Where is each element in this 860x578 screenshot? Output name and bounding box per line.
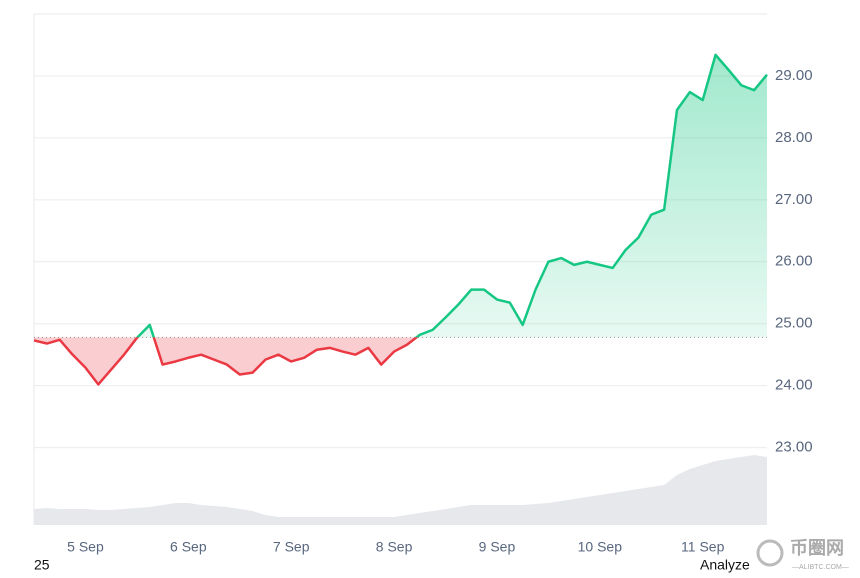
watermark-logo	[756, 539, 784, 567]
x-tick-label: 10 Sep	[578, 539, 623, 555]
y-tick-label: 29.00	[775, 67, 813, 84]
watermark: 币圈网	[790, 538, 844, 558]
y-tick-label: 24.00	[775, 377, 813, 394]
y-tick-label: 23.00	[775, 439, 813, 456]
x-tick-label: 5 Sep	[67, 539, 104, 555]
y-tick-label: 27.00	[775, 191, 813, 208]
area-down	[34, 337, 767, 385]
y-tick-label: 25.00	[775, 315, 813, 332]
x-tick-label: 8 Sep	[376, 539, 413, 555]
watermark-sub: —ALIBTC.COM—	[792, 564, 849, 571]
price-line-up	[135, 53, 768, 338]
x-tick-label: 11 Sep	[681, 539, 725, 555]
area-up	[137, 54, 767, 338]
volume-area	[34, 455, 767, 525]
x-tick-label: 7 Sep	[273, 539, 310, 555]
x-tick-label: 6 Sep	[170, 539, 207, 555]
footer-right[interactable]: Analyze	[700, 557, 750, 573]
y-tick-label: 26.00	[775, 253, 813, 270]
price-line-down	[33, 337, 419, 386]
footer-left: 25	[34, 557, 50, 573]
x-tick-label: 9 Sep	[479, 539, 516, 555]
y-tick-label: 28.00	[775, 129, 813, 146]
